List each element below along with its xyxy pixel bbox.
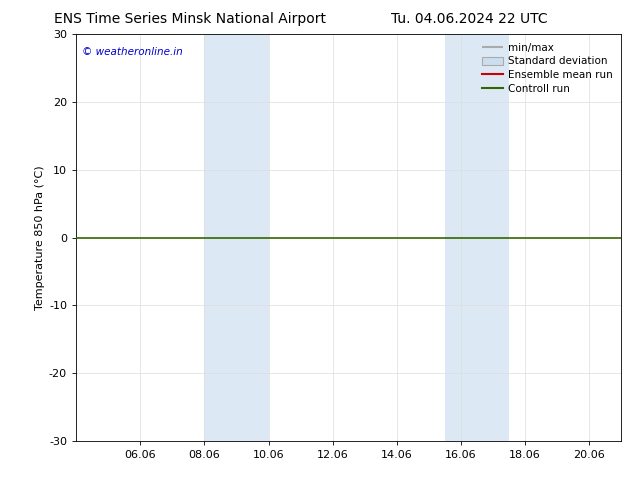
Text: ENS Time Series Minsk National Airport: ENS Time Series Minsk National Airport [54,12,327,26]
Bar [204,34,269,441]
Y-axis label: Temperature 850 hPa (°C): Temperature 850 hPa (°C) [35,165,45,310]
Legend: min/max, Standard deviation, Ensemble mean run, Controll run: min/max, Standard deviation, Ensemble me… [479,40,616,97]
Bar [445,34,509,441]
Text: © weatheronline.in: © weatheronline.in [82,47,183,56]
Text: Tu. 04.06.2024 22 UTC: Tu. 04.06.2024 22 UTC [391,12,548,26]
